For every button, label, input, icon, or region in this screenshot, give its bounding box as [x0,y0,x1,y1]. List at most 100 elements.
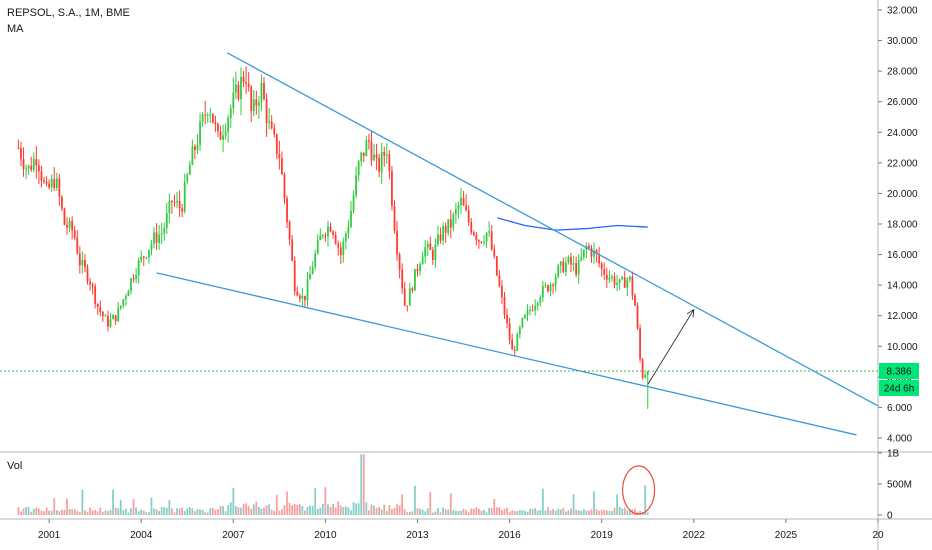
candle-body [631,276,634,296]
candle-body [20,147,22,160]
candle-body [265,99,268,123]
volume-bar [526,511,529,515]
volume-bar [424,511,427,515]
candle-body [84,259,86,268]
volume-bar [516,511,519,515]
volume-bar [219,506,222,515]
volume-bar [281,509,283,515]
candle-body [564,262,567,273]
candle-body [613,276,616,285]
volume-bar [107,511,109,515]
volume-bar [552,509,554,515]
candle-body [437,234,439,245]
candle-body [171,201,173,203]
volume-bar [270,509,273,515]
candle-body [605,274,608,280]
candle-body [201,114,204,122]
candle-body [547,285,549,292]
candle-body [431,249,434,261]
candle-body [163,227,166,234]
volume-bar [460,510,462,515]
volume-bar [398,505,401,515]
candle-body [209,113,212,115]
volume-bar [567,510,570,515]
candle-body [273,128,276,135]
volume-bar [421,509,424,515]
volume-bar [447,509,450,515]
volume-bar [365,502,368,515]
candle-body [344,233,347,242]
volume-bar [503,508,506,515]
volume-bar [245,503,248,515]
candle-body [160,233,163,235]
candle-body [406,305,409,307]
candle-body [306,279,309,301]
candle-body [145,257,148,259]
candle-body [234,84,237,93]
candle-body [73,230,76,238]
symbol-title[interactable]: REPSOL, S.A., 1M, BME [7,7,130,19]
candle-body [598,254,601,264]
volume-bar [288,502,291,515]
candle-body [577,260,580,275]
candle-body [552,284,554,286]
volume-bar [403,509,406,515]
volume-bar [603,510,606,515]
volume-bar [593,491,595,515]
volume-bar [498,507,501,515]
candle-body [147,249,150,258]
candle-body [71,220,74,231]
price-tick-label: 22.000 [887,158,918,169]
volume-bar [101,511,104,515]
volume-bar [265,505,268,515]
candle-body [385,154,388,156]
price-tick-label: 20.000 [887,189,918,200]
volume-bar [122,509,125,515]
volume-bar [352,502,355,515]
volume-bar [327,504,329,515]
volume-bar [549,510,552,515]
volume-bar [66,498,68,515]
volume-bar [485,512,488,515]
candle-body [518,327,521,334]
time-tick-label: 20 [872,530,884,541]
candle-body [554,276,557,286]
candle-body [22,159,25,169]
volume-bar [506,507,508,515]
candle-body [416,269,419,272]
candle-body [263,82,265,100]
candle-body [68,220,71,228]
volume-bar [539,510,542,515]
volume-bar [119,500,122,515]
volume-bar [25,507,27,515]
candle-body [370,141,373,161]
volume-bar [278,510,281,515]
candle-body [544,285,547,287]
volume-label[interactable]: Vol [7,460,23,472]
candle-body [288,222,291,240]
candle-body [96,303,99,308]
candle-body [61,196,63,209]
indicator-label[interactable]: MA [7,23,24,35]
volume-bar [73,509,76,515]
volume-bar [260,508,263,515]
volume-bar [283,505,286,515]
price-tick-label: 24.000 [887,128,918,139]
candle-body [575,263,578,275]
candle-body [81,259,84,266]
volume-bar [22,508,25,515]
volume-bar [196,509,199,515]
price-tick-label: 10.000 [887,342,918,353]
candle-body [449,219,452,228]
volume-bar [621,508,624,515]
candle-body [521,318,524,328]
volume-bar [332,503,334,515]
volume-bar [449,493,452,515]
volume-bar [419,508,421,515]
volume-bar [483,510,485,515]
volume-bar [475,507,478,515]
volume-bar [109,509,112,515]
candle-body [337,243,340,248]
candle-body [357,161,360,176]
